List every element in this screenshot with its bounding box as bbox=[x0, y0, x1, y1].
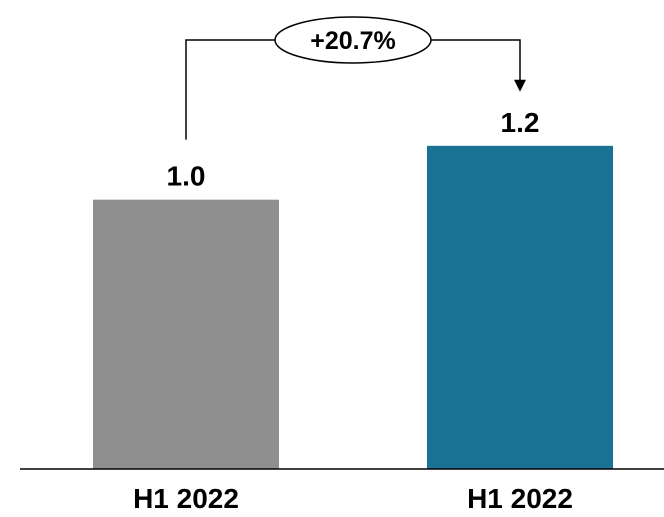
value-label-1: 1.0 bbox=[167, 161, 206, 192]
change-label: +20.7% bbox=[310, 27, 396, 55]
x-tick-labels-group: H1 2022 H1 2022 bbox=[133, 483, 573, 514]
value-label-2: 1.2 bbox=[501, 107, 540, 138]
change-bubble bbox=[274, 16, 432, 64]
x-tick-label-1: H1 2022 bbox=[133, 483, 239, 514]
change-annotation: +20.7% bbox=[185, 16, 526, 140]
bars-group bbox=[93, 145, 613, 470]
value-labels-group: 1.0 1.2 bbox=[167, 107, 540, 192]
bar-2 bbox=[427, 145, 613, 470]
x-tick-label-2: H1 2022 bbox=[467, 483, 573, 514]
bar-1 bbox=[93, 199, 279, 469]
change-arrow-icon bbox=[514, 79, 526, 92]
